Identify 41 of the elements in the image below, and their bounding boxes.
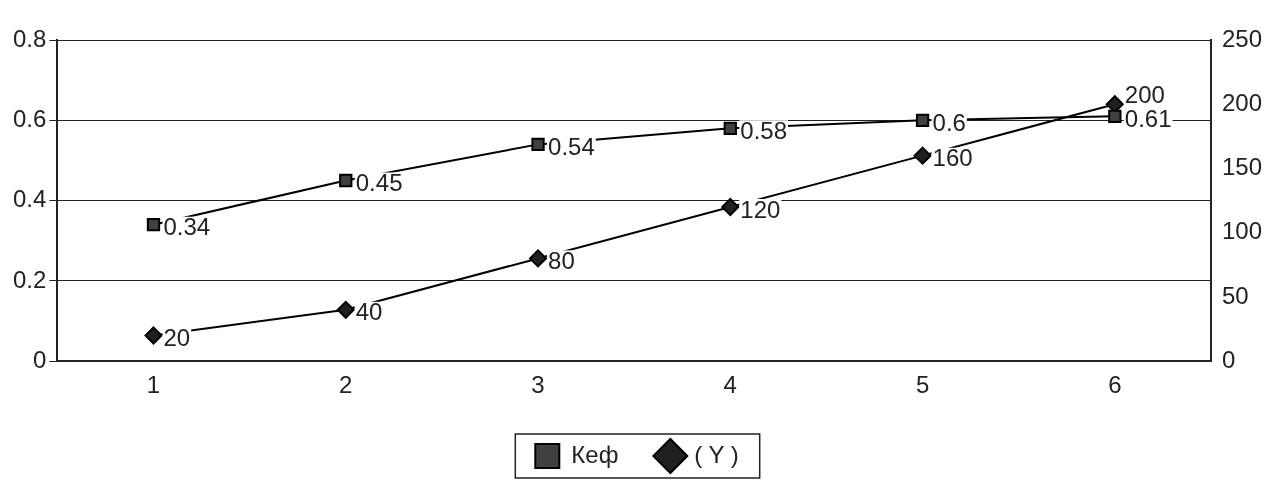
point <box>529 249 548 268</box>
data-label: 40 <box>355 298 383 326</box>
legend-label: ( Y ) <box>694 440 739 468</box>
data-label: 0.45 <box>355 169 403 197</box>
y2-tick-label: 0 <box>1221 345 1236 373</box>
point <box>531 137 545 152</box>
x-tick-label: 6 <box>1108 371 1122 399</box>
y-tick-label: 0.4 <box>12 185 47 213</box>
data-label: 0.6 <box>932 108 966 136</box>
legend-label: Кеф <box>571 440 619 468</box>
data-label: 0.34 <box>163 213 211 241</box>
data-label: 0.61 <box>1124 104 1172 132</box>
point <box>336 300 355 319</box>
y2-tick-label: 250 <box>1221 24 1262 52</box>
point <box>913 146 932 165</box>
y-tick-label: 0 <box>33 345 47 373</box>
point <box>339 173 353 188</box>
x-tick-label: 4 <box>723 371 737 399</box>
data-label: 160 <box>932 144 973 172</box>
x-tick-label: 5 <box>915 371 930 399</box>
y-tick-label: 0.6 <box>12 104 47 132</box>
data-label: 20 <box>163 324 191 352</box>
data-label: 80 <box>548 247 575 275</box>
x-tick-label: 1 <box>146 371 161 399</box>
x-tick-label: 3 <box>531 371 545 399</box>
point <box>146 218 161 232</box>
point <box>721 198 740 217</box>
point <box>144 326 163 345</box>
y2-tick-label: 100 <box>1221 217 1262 245</box>
point <box>1108 109 1122 123</box>
y2-tick-label: 200 <box>1221 88 1262 116</box>
data-label: 0.58 <box>740 116 788 144</box>
point <box>723 121 737 135</box>
y-tick-label: 0.8 <box>12 24 47 52</box>
x-tick-label: 2 <box>339 371 353 399</box>
y-tick-label: 0.2 <box>12 265 47 293</box>
data-label: 120 <box>740 195 781 223</box>
data-label: 0.54 <box>548 133 595 161</box>
y2-tick-label: 150 <box>1221 153 1262 181</box>
point <box>915 113 930 127</box>
y2-tick-label: 50 <box>1221 281 1249 309</box>
